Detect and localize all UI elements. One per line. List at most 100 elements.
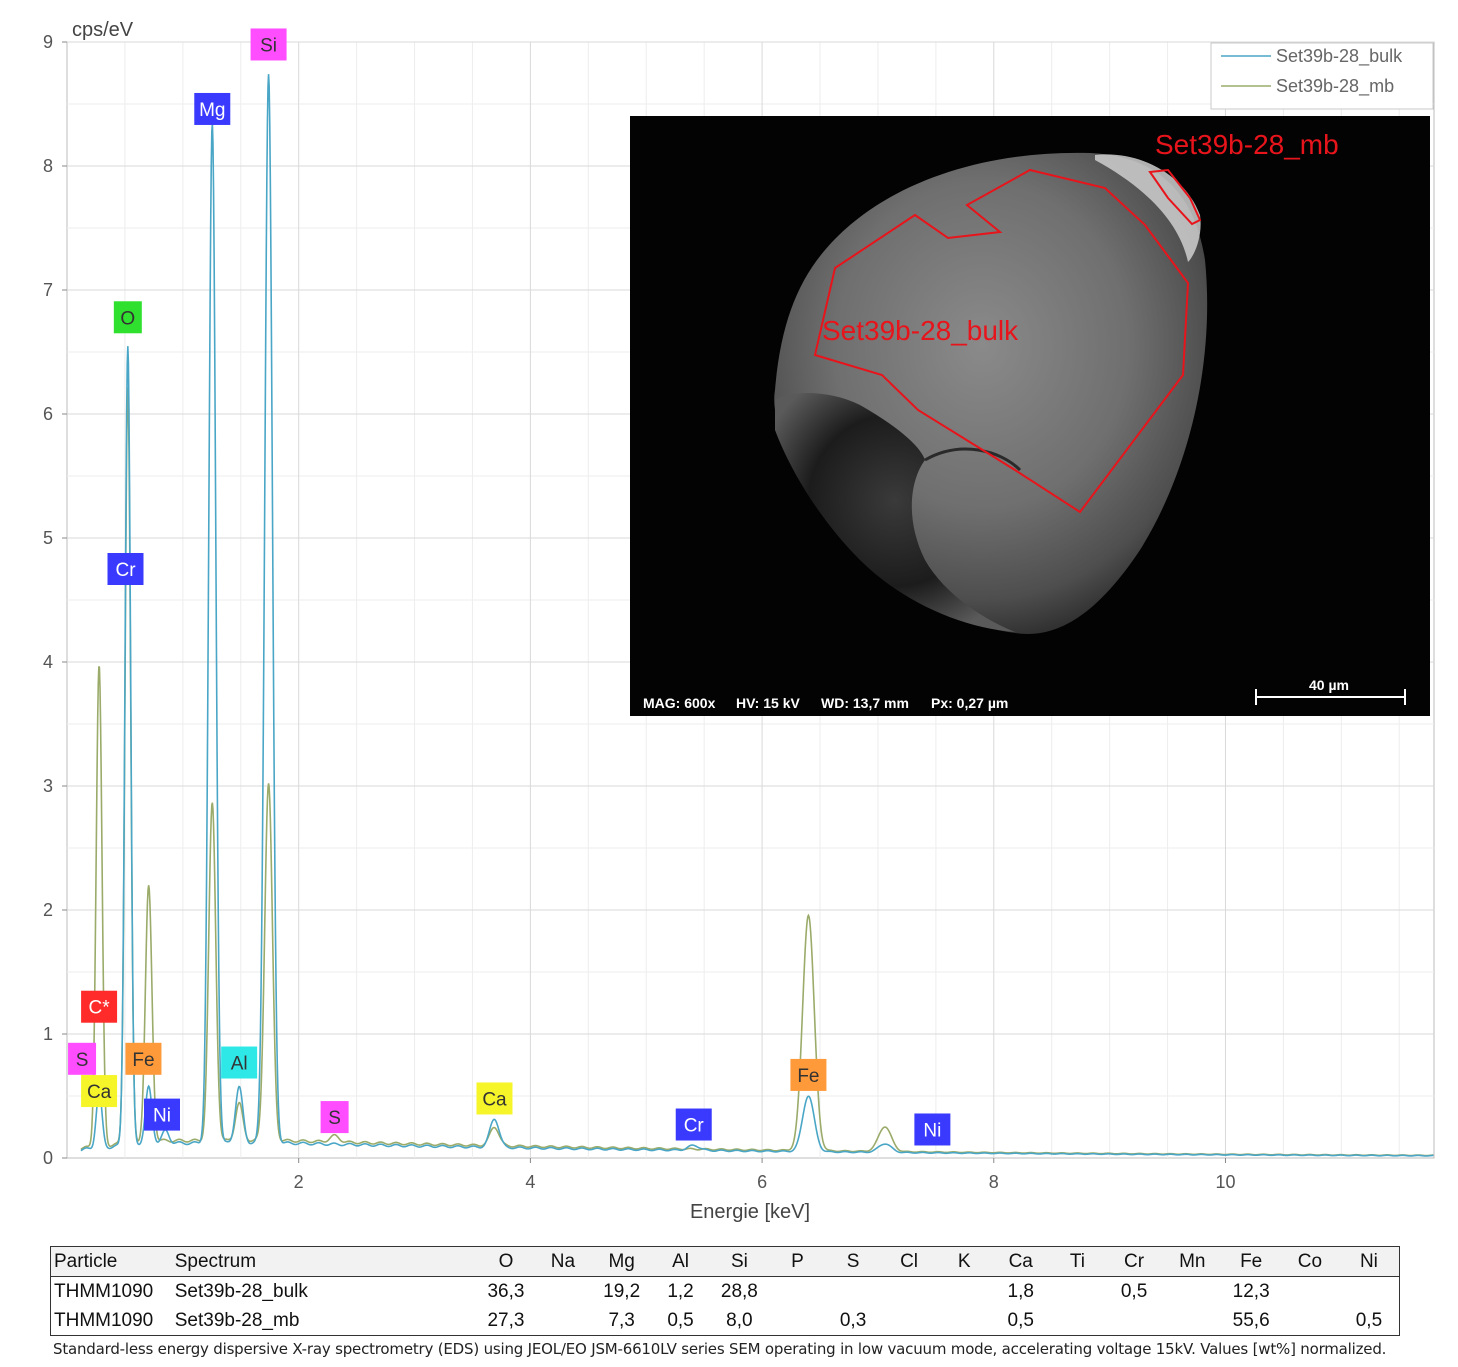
sem-cavity [775, 393, 1015, 632]
table-cell: THMM1090 [54, 1280, 154, 1302]
table-cell [770, 1306, 825, 1336]
table-cell: 19,2 [603, 1280, 641, 1302]
table-cell [1280, 1306, 1339, 1336]
table-cell [881, 1277, 936, 1307]
element-label-s: S [320, 1101, 349, 1134]
svg-text:S: S [328, 1108, 341, 1129]
table-header-si: Si [708, 1246, 771, 1277]
table-cell: THMM1090 [50, 1306, 172, 1336]
table-header-ca: Ca [991, 1246, 1050, 1277]
element-labels: Si Mg O Cr C* S Ca Fe Ni Al S Ca Cr Fe Ni [68, 28, 951, 1146]
sem-mag: MAG: 600x [643, 695, 716, 711]
svg-text:Ca: Ca [482, 1089, 507, 1110]
table-header-ni: Ni [1338, 1246, 1400, 1277]
table-cell: 12,3 [1232, 1280, 1270, 1302]
table-cell: 28,8 [720, 1280, 758, 1302]
roi-label-mb: Set39b-28_mb [1155, 129, 1339, 160]
table-cell: 0,3 [824, 1306, 882, 1336]
table-cell [1104, 1306, 1164, 1336]
sem-cavity-edge [924, 447, 1022, 472]
table-header-particle: Particle [50, 1246, 172, 1277]
table-cell [1281, 1277, 1339, 1307]
y-tick-label: 2 [43, 900, 53, 920]
table-cell: 0,5 [991, 1306, 1050, 1336]
element-label-al: Al [221, 1046, 258, 1079]
svg-text:Al: Al [231, 1054, 248, 1075]
y-tick-label: 8 [43, 156, 53, 176]
table-cell [1163, 1277, 1221, 1307]
table-cell [937, 1277, 992, 1307]
element-label-ni: Ni [143, 1098, 180, 1131]
table-header-cl: Cl [881, 1246, 937, 1277]
svg-text:C*: C* [89, 998, 111, 1019]
x-axis-title: Energie [keV] [690, 1201, 810, 1223]
y-axis-title: cps/eV [72, 19, 134, 41]
svg-text:Ni: Ni [153, 1106, 171, 1127]
x-tick-label: 6 [757, 1172, 767, 1192]
svg-text:Si: Si [260, 35, 277, 56]
y-tick-label: 7 [43, 280, 53, 300]
sem-inset: Set39b-28_mb Set39b-28_bulk MAG: 600x HV… [630, 116, 1430, 716]
sem-hv: HV: 15 kV [736, 695, 800, 711]
element-label-si: Si [250, 28, 287, 61]
table-header-mg: Mg [591, 1246, 653, 1277]
table-header-al: Al [652, 1246, 709, 1277]
series-line-bulk [80, 74, 1434, 1157]
y-tick-label: 6 [43, 404, 53, 424]
svg-text:Mg: Mg [199, 100, 225, 121]
table-header-na: Na [534, 1246, 592, 1277]
svg-text:O: O [120, 308, 135, 329]
table-cell: 7,3 [591, 1306, 653, 1336]
table-row: THMM1090 Set39b-28_bulk 36,3 19,2 1,2 28,8 1,8… [51, 1277, 1400, 1307]
table-cell: 0,5 [652, 1306, 709, 1336]
table-header-ti: Ti [1049, 1246, 1105, 1277]
table-header-s: S [824, 1246, 882, 1277]
sem-scale-bar [1255, 689, 1406, 705]
table-cell [535, 1277, 591, 1307]
sem-wd: WD: 13,7 mm [821, 695, 909, 711]
table-cell [534, 1306, 592, 1336]
svg-text:Cr: Cr [684, 1116, 705, 1137]
table-header-cr: Cr [1104, 1246, 1164, 1277]
figure-caption: Standard-less energy dispersive X-ray sp… [53, 1340, 1387, 1358]
composition-table: Particle Spectrum O Na Mg Al Si P S Cl K Ca Ti Cr Mn Fe… [50, 1246, 1400, 1336]
table-cell [825, 1277, 881, 1307]
legend-entry-mb: Set39b-28_mb [1276, 76, 1394, 97]
eds-spectrum-chart: 0 1 2 3 4 5 6 7 8 9 2 4 6 8 10 cps/eV Energie [keV] Si… [43, 19, 1435, 1223]
table-cell [1339, 1277, 1400, 1307]
roi-mb [1148, 168, 1202, 226]
y-tick-label: 3 [43, 776, 53, 796]
element-label-ca: Ca [476, 1082, 513, 1115]
svg-text:S: S [76, 1050, 89, 1071]
y-tick-label: 4 [43, 652, 53, 672]
table-header-spectrum: Spectrum [171, 1246, 478, 1277]
table-cell [936, 1306, 992, 1336]
table-cell: 8,0 [708, 1306, 771, 1336]
svg-text:Ca: Ca [87, 1082, 112, 1103]
y-tick-label: 0 [43, 1148, 53, 1168]
table-cell [1049, 1306, 1105, 1336]
sem-bright-rim [1095, 154, 1201, 262]
table-cell: 1,8 [1007, 1280, 1034, 1302]
axis-ticks: 0 1 2 3 4 5 6 7 8 9 2 4 6 8 10 [43, 32, 1236, 1192]
table-header-o: O [477, 1246, 535, 1277]
table-cell: 36,3 [487, 1280, 525, 1302]
sem-px: Px: 0,27 µm [931, 695, 1008, 711]
legend-entry-bulk: Set39b-28_bulk [1276, 46, 1403, 67]
element-label-fe: Fe [790, 1058, 827, 1091]
element-label-ni: Ni [914, 1113, 951, 1146]
y-tick-label: 9 [43, 32, 53, 52]
table-cell [1050, 1277, 1105, 1307]
table-header-mn: Mn [1163, 1246, 1222, 1277]
element-label-cr: Cr [107, 553, 144, 585]
x-tick-label: 10 [1215, 1172, 1235, 1192]
table-cell [881, 1306, 937, 1336]
table-cell [770, 1277, 825, 1307]
svg-text:Cr: Cr [115, 560, 136, 581]
table-header-row: Particle Spectrum O Na Mg Al Si P S Cl K Ca Ti Cr Mn Fe… [50, 1246, 1400, 1277]
element-label-fe: Fe [125, 1042, 162, 1075]
element-label-ca: Ca [81, 1075, 118, 1108]
table-header-p: P [770, 1246, 825, 1277]
table-row: THMM1090 Set39b-28_mb 27,3 7,3 0,5 8,0 0,3 0,5 5… [50, 1306, 1400, 1336]
x-tick-label: 8 [989, 1172, 999, 1192]
